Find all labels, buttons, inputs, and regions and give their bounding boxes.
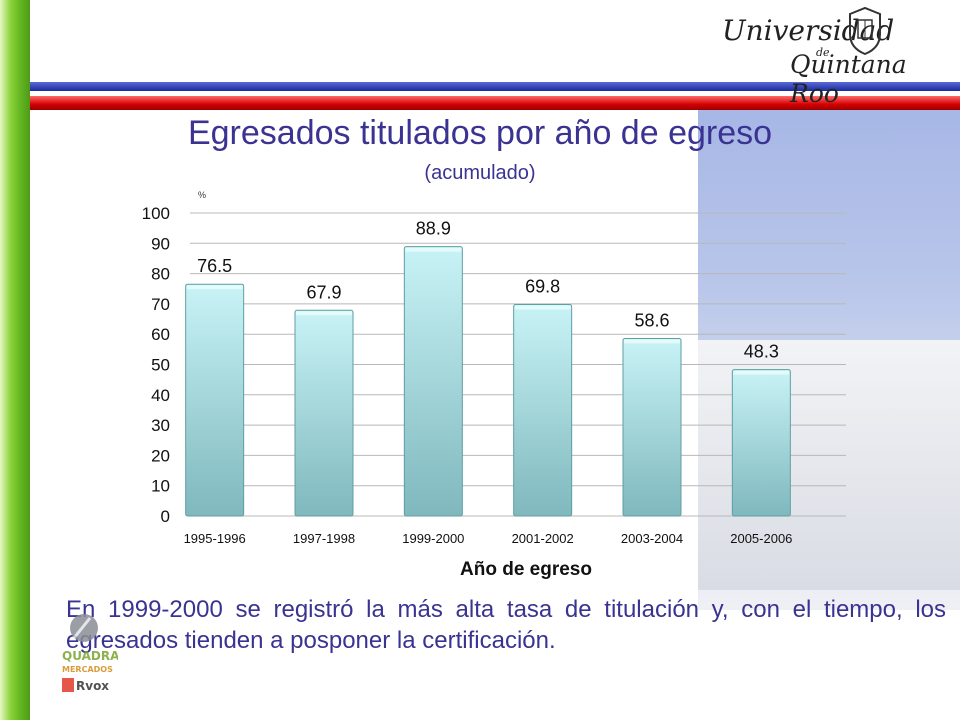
bar-highlight [296, 311, 352, 316]
page-subtitle: (acumulado) [424, 162, 536, 184]
footer-logo-line1: QUADRA [62, 649, 118, 663]
bar [622, 337, 682, 517]
bar [294, 309, 354, 517]
header-stripe-blue [30, 82, 960, 91]
chart-caption: En 1999-2000 se registró la más alta tas… [66, 596, 946, 654]
page-title: Egresados titulados por año de egreso [187, 114, 773, 152]
footer-logo-line2: MERCADOS [62, 665, 113, 674]
bar-highlight [514, 305, 571, 310]
bar [731, 369, 791, 517]
bar-highlight [624, 339, 680, 344]
university-seal-icon [849, 6, 881, 56]
y-tick-label: 70 [151, 295, 170, 314]
y-tick-label: 30 [151, 416, 170, 435]
y-tick-label: 0 [161, 507, 170, 526]
x-tick-label: 1995-1996 [184, 531, 246, 546]
bar-highlight [733, 370, 790, 375]
left-accent-bar [0, 0, 30, 720]
logo-text-line2: de [816, 46, 830, 59]
y-tick-label: 100 [142, 204, 170, 223]
x-tick-label: 2001-2002 [512, 531, 574, 546]
data-label: 69.8 [525, 277, 560, 297]
bar [185, 283, 245, 517]
data-label: 58.6 [634, 310, 669, 330]
data-label: 88.9 [416, 219, 451, 239]
header-stripe-red [30, 96, 960, 110]
x-tick-label: 2003-2004 [621, 531, 683, 546]
footer-logo-line3: Rvox [76, 679, 109, 693]
data-label: 67.9 [306, 282, 341, 302]
y-tick-label: 90 [151, 234, 170, 253]
university-logo: Universidad de Quintana Roo [712, 6, 942, 108]
y-tick-label: 40 [151, 386, 170, 405]
y-tick-label: 60 [151, 325, 170, 344]
logo-text-line3: Quintana Roo [790, 50, 907, 108]
bar [403, 246, 463, 517]
quadra-mercados-logo: QUADRA MERCADOS Rvox [62, 614, 118, 693]
y-tick-label: 50 [151, 356, 170, 375]
x-axis-label: Año de egreso [460, 559, 592, 580]
y-tick-label: 80 [151, 265, 170, 284]
bar-highlight [405, 247, 462, 252]
x-tick-label: 1997-1998 [293, 531, 355, 546]
data-label: 76.5 [197, 256, 232, 276]
x-tick-label: 2005-2006 [730, 531, 792, 546]
bar-highlight [186, 285, 243, 290]
y-tick-label: 10 [151, 477, 170, 496]
y-tick-label: 20 [151, 446, 170, 465]
y-unit-label: % [198, 190, 206, 200]
data-label: 48.3 [744, 342, 779, 362]
bar [513, 304, 573, 517]
x-tick-label: 1999-2000 [402, 531, 464, 546]
